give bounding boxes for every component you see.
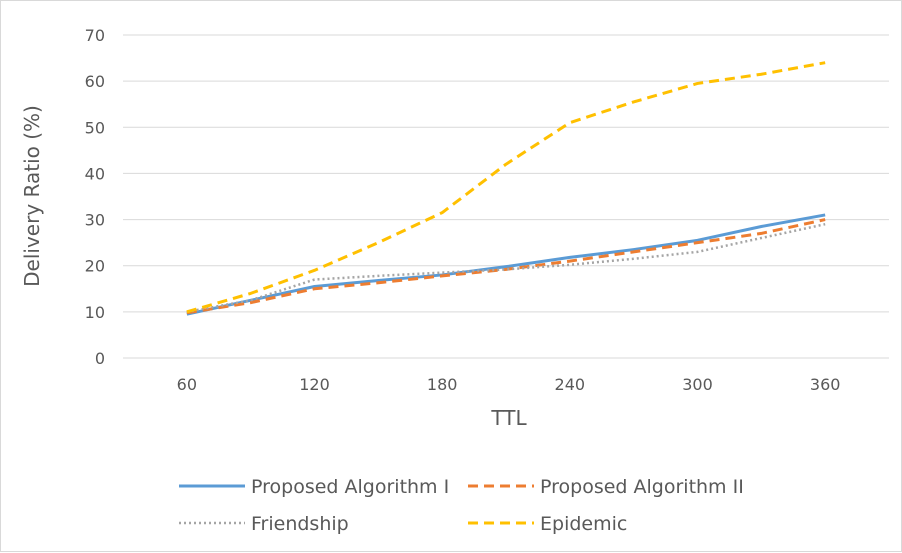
series-line-3 [187,63,825,312]
x-tick-label: 180 [427,375,458,394]
y-axis-ticks: 0 10 20 30 40 50 60 70 [85,26,105,368]
x-tick-label: 60 [177,375,197,394]
y-tick-label: 60 [85,72,105,91]
y-tick-label: 0 [95,349,105,368]
x-axis-title: TTL [490,406,527,430]
y-tick-label: 10 [85,303,105,322]
y-axis-title: Delivery Ratio (%) [20,105,44,287]
y-tick-label: 30 [85,211,105,230]
legend-label: Friendship [251,513,349,535]
legend-label: Proposed Algorithm I [251,476,449,498]
y-tick-label: 70 [85,26,105,45]
x-tick-label: 360 [810,375,841,394]
x-tick-label: 240 [555,375,586,394]
x-axis-ticks: 60 120 180 240 300 360 [177,375,841,394]
x-tick-label: 300 [682,375,713,394]
legend-label: Epidemic [540,513,627,535]
x-tick-label: 120 [299,375,330,394]
y-tick-label: 20 [85,257,105,276]
legend: Proposed Algorithm I Proposed Algorithm I… [179,476,744,535]
y-tick-label: 50 [85,118,105,137]
series-line-0 [187,215,825,314]
y-tick-label: 40 [85,164,105,183]
series-lines [187,63,825,314]
legend-label: Proposed Algorithm II [540,476,744,498]
